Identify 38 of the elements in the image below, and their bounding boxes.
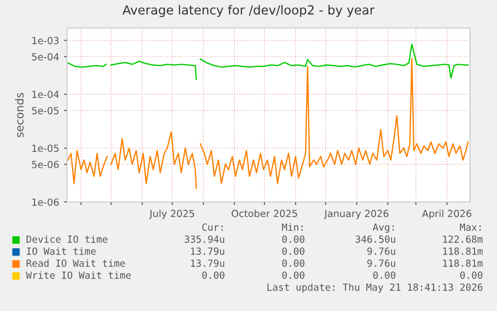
x-tick-label: October 2025 <box>232 210 298 218</box>
text: 0.00 <box>282 271 304 279</box>
y-tick-label: 5e-06 <box>32 160 59 168</box>
text: 122.68m <box>443 235 483 243</box>
legend-label: Write IO Wait time <box>26 271 131 279</box>
text: 0.00 <box>202 271 224 279</box>
y-tick-label: 5e-04 <box>32 53 59 60</box>
text: 0.00 <box>282 259 304 267</box>
legend-label: Device IO time <box>26 235 108 243</box>
text: 13.79u <box>191 247 224 255</box>
text: 118.81m <box>443 259 483 267</box>
x-tick-label: April 2026 <box>422 210 472 220</box>
text: 9.76u <box>367 259 396 267</box>
text: 346.50u <box>356 235 396 243</box>
x-tick-label: July 2025 <box>149 210 194 220</box>
x-tick-label: January 2026 <box>324 210 388 220</box>
y-tick-label: 1e-06 <box>32 198 59 206</box>
y-tick-label: 1e-04 <box>32 90 59 98</box>
y-tick-label: 1e-03 <box>32 36 59 44</box>
y-axis-title: seconds <box>15 92 24 138</box>
text: 118.81m <box>443 247 483 255</box>
y-tick-label: 5e-05 <box>32 106 59 114</box>
text: 0.00 <box>282 235 304 243</box>
text: 0.00 <box>282 247 304 255</box>
text: Min: <box>282 223 303 231</box>
text: Last update: Thu May 21 18:41:13 2026 <box>267 283 482 293</box>
text: Cur: <box>202 223 223 231</box>
text: 335.94u <box>184 235 224 243</box>
text: Avg: <box>372 224 394 233</box>
text: 13.79u <box>191 259 224 267</box>
text: 0.00 <box>373 271 396 279</box>
y-tick-label: 1e-05 <box>32 144 59 152</box>
text: 9.76u <box>367 247 396 255</box>
legend-label: IO Wait time <box>26 247 96 255</box>
text: Max: <box>460 224 481 231</box>
legend-label: Read IO Wait time <box>26 259 125 267</box>
chart-title: Average latency for /dev/loop2 - by year <box>122 4 375 18</box>
text: 0.00 <box>460 271 482 279</box>
